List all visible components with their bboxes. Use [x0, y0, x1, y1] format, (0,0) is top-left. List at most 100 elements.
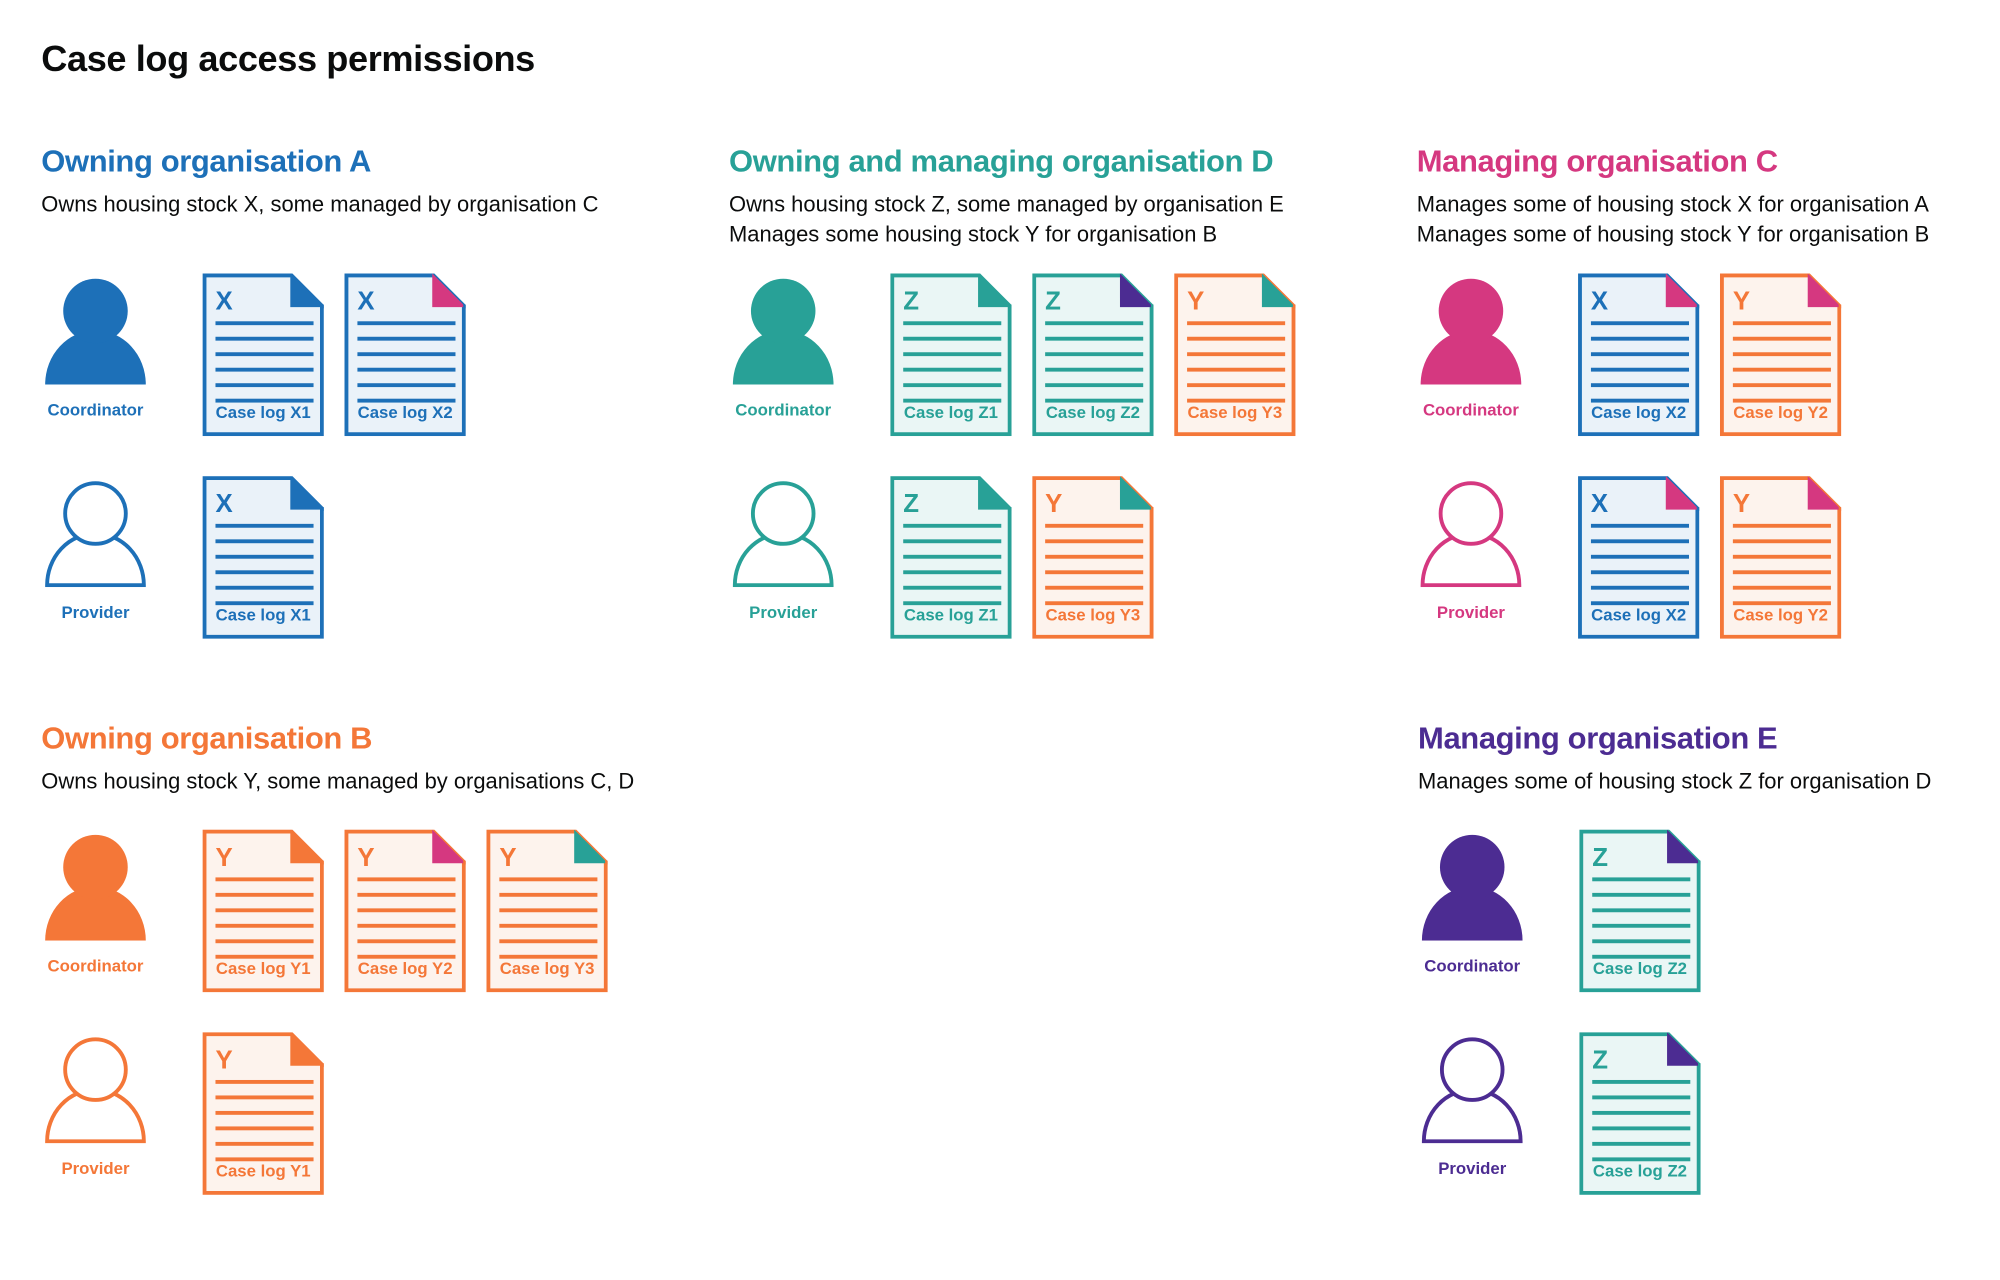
org-description: Owns housing stock X, some managed by or… [41, 190, 686, 220]
org-section: Owning organisation A Owns housing stock … [41, 145, 686, 639]
text-line [499, 923, 598, 928]
case-log-document[interactable]: Z Case log Z2 [1032, 273, 1154, 437]
text-line [1590, 383, 1690, 388]
role-label: Provider [61, 1158, 130, 1179]
text-line [1592, 1126, 1691, 1131]
document-icon: Y Case log Y3 [1174, 273, 1296, 437]
text-line [1592, 1095, 1691, 1100]
text-line [215, 523, 314, 528]
managing-corner-fold [574, 829, 608, 864]
text-line [357, 877, 456, 882]
text-line [357, 939, 456, 944]
document-icon: X Case log X2 [344, 273, 466, 437]
role-label: Coordinator [47, 399, 144, 420]
description-line: Owns housing stock Z, some managed by or… [729, 192, 1284, 217]
org-heading: Owning and managing organisation D [729, 144, 1274, 180]
document-icon: Y Case log Y2 [1719, 273, 1842, 437]
role-row: Coordinator X Case log X1 X Case log X2 [41, 273, 686, 442]
role-label: Coordinator [1424, 956, 1521, 976]
text-line [499, 892, 598, 897]
text-line [215, 321, 314, 326]
text-line [357, 321, 456, 326]
case-log-document[interactable]: Y Case log Y1 [202, 1032, 324, 1195]
org-heading: Managing organisation E [1418, 721, 1778, 757]
case-log-document[interactable]: Z Case log Z1 [890, 476, 1012, 639]
case-log-document[interactable]: Y Case log Y3 [1032, 476, 1154, 639]
role-row: Provider Z Case log Z2 [1418, 1032, 2000, 1200]
person-outline-icon [732, 481, 834, 588]
document-icon: X Case log X2 [1578, 273, 1700, 437]
org-description: Owns housing stock Z, some managed by or… [729, 190, 1374, 249]
case-log-document[interactable]: Y Case log Y2 [1719, 476, 1842, 639]
stock-letter: X [1591, 288, 1608, 316]
stock-letter: Y [215, 1046, 232, 1074]
case-log-document[interactable]: Y Case log Y3 [1174, 273, 1296, 437]
text-line [1187, 367, 1286, 372]
text-line [1732, 398, 1831, 403]
person-filled-icon [1421, 834, 1523, 941]
stock-letter: Y [1733, 288, 1750, 316]
text-line [1045, 601, 1144, 606]
stock-letter: X [215, 288, 232, 316]
text-line [903, 570, 1002, 575]
case-log-document[interactable]: Y Case log Y3 [486, 829, 608, 993]
text-line [499, 908, 598, 913]
org-heading: Owning organisation B [41, 721, 373, 757]
managing-corner-fold [1667, 829, 1701, 864]
case-log-document[interactable]: Z Case log Z1 [890, 273, 1012, 437]
org-description: Owns housing stock Y, some managed by or… [41, 766, 686, 796]
text-line [1732, 321, 1831, 326]
text-line [903, 601, 1002, 606]
text-line [1187, 383, 1286, 388]
text-line [1045, 336, 1144, 341]
text-line [1592, 892, 1691, 897]
managing-corner-fold [978, 273, 1012, 308]
text-line [215, 554, 314, 559]
case-log-document[interactable]: Z Case log Z2 [1579, 829, 1701, 993]
role-row: Coordinator X Case log X2 Y Case log Y2 [1417, 273, 2000, 442]
role-row: Coordinator Z Case log Z2 [1418, 829, 2000, 998]
text-line [1592, 1110, 1691, 1115]
case-log-document[interactable]: Y Case log Y2 [1719, 273, 1842, 437]
case-log-document[interactable]: X Case log X1 [202, 476, 324, 639]
text-line [215, 585, 314, 590]
case-log-document[interactable]: Z Case log Z2 [1579, 1032, 1701, 1195]
case-log-document[interactable]: X Case log X1 [202, 273, 324, 437]
text-line [357, 923, 456, 928]
text-line [215, 539, 314, 544]
text-line [215, 367, 314, 372]
text-line [1732, 585, 1831, 590]
document-icon: Z Case log Z1 [890, 273, 1012, 437]
managing-corner-fold [290, 273, 324, 308]
managing-corner-fold [290, 476, 324, 510]
text-line [903, 336, 1002, 341]
case-log-label: Case log Z2 [1046, 403, 1140, 422]
text-line [215, 383, 314, 388]
text-line [1590, 601, 1690, 606]
case-log-document[interactable]: Y Case log Y1 [202, 829, 324, 993]
org-heading: Managing organisation C [1416, 144, 1778, 180]
case-log-document[interactable]: X Case log X2 [1578, 476, 1700, 639]
text-line [215, 923, 314, 928]
case-log-label: Case log Y3 [1046, 606, 1141, 625]
case-log-label: Case log X1 [216, 403, 311, 422]
document-icon: Y Case log Y2 [1719, 476, 1842, 639]
text-line [1590, 321, 1690, 326]
text-line [1732, 383, 1831, 388]
stock-letter: X [357, 288, 374, 316]
text-line [1592, 939, 1691, 944]
case-log-label: Case log Y1 [216, 959, 311, 978]
case-log-label: Case log Y2 [1733, 403, 1828, 422]
document-icon: Y Case log Y1 [202, 1032, 324, 1195]
document-icon: Z Case log Z2 [1579, 829, 1701, 993]
text-line [1592, 1141, 1691, 1146]
document-icon: Y Case log Y3 [1032, 476, 1154, 639]
case-log-document[interactable]: Y Case log Y2 [344, 829, 466, 993]
stock-letter: X [1591, 490, 1608, 518]
case-log-document[interactable]: X Case log X2 [1578, 273, 1700, 437]
document-icon: X Case log X2 [1578, 476, 1700, 639]
case-log-document[interactable]: X Case log X2 [344, 273, 466, 437]
case-log-label: Case log Y2 [358, 959, 453, 978]
text-line [903, 554, 1002, 559]
case-log-label: Case log Y2 [1733, 606, 1828, 625]
